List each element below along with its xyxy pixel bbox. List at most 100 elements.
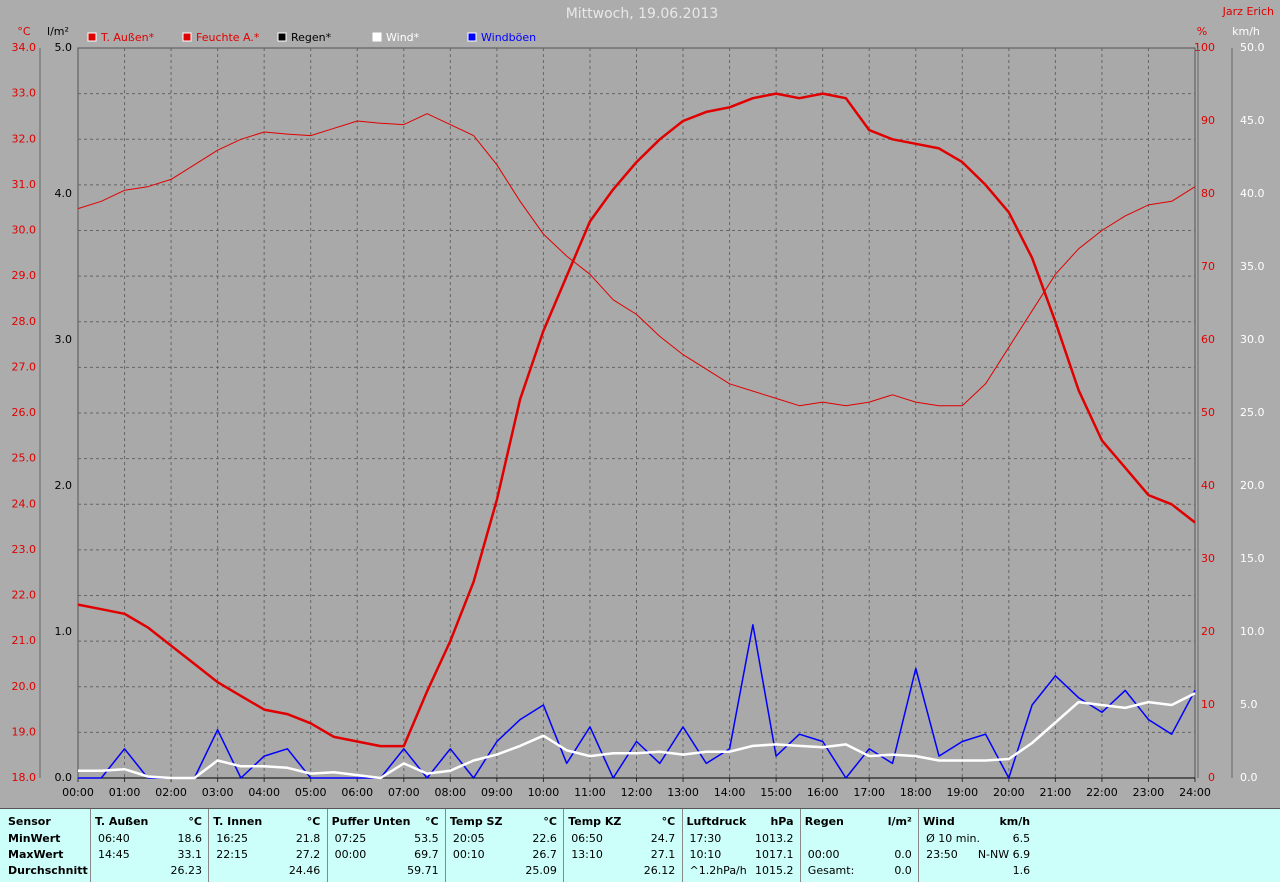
- cell-value: 26.23: [170, 864, 203, 877]
- cell-value: 26.7: [532, 848, 557, 861]
- y2-tick-label: 50: [1201, 406, 1215, 419]
- cell-value: 27.1: [650, 848, 676, 861]
- cell-value: 21.8: [295, 832, 321, 845]
- cell-time: 06:50: [571, 832, 603, 845]
- cell-time: 16:25: [216, 832, 248, 845]
- x-tick-label: 03:00: [202, 786, 234, 799]
- cell-value: 22.6: [532, 832, 557, 845]
- chart-title: Mittwoch, 19.06.2013: [566, 6, 719, 22]
- column-separator: [444, 809, 446, 882]
- y-tick-label: 26.0: [12, 406, 37, 419]
- y-tick-label: 18.0: [12, 771, 37, 784]
- row-label: MinWert: [8, 832, 61, 845]
- stats-table: Sensor MinWert MaxWert Durchschnitt T. Außen…: [0, 808, 1280, 882]
- x-tick-label: 11:00: [574, 786, 606, 799]
- legend-swatch: [87, 32, 97, 42]
- cell-time: 00:00: [807, 848, 840, 861]
- y2-tick-label: 0: [1208, 771, 1215, 784]
- y4-tick-label: 40.0: [1240, 187, 1265, 200]
- x-tick-label: 23:00: [1133, 786, 1165, 799]
- cell-value: 53.5: [414, 832, 439, 845]
- cell-time: 23:50: [926, 848, 958, 861]
- y4-tick-label: 5.0: [1240, 698, 1258, 711]
- y2-tick-label: 40: [1201, 479, 1215, 492]
- y-tick-label: 31.0: [12, 178, 37, 191]
- y-tick-label: 34.0: [12, 41, 37, 54]
- y2-tick-label: 20: [1201, 625, 1215, 638]
- cell-value: 1.6: [1012, 864, 1031, 877]
- column-unit: °C: [425, 815, 439, 828]
- column-name: Temp SZ: [449, 815, 503, 828]
- x-tick-label: 19:00: [946, 786, 978, 799]
- cell-value: 1013.2: [755, 832, 794, 845]
- cell-time: 17:30: [689, 832, 722, 845]
- legend-label: Wind*: [386, 31, 420, 44]
- column-separator: [326, 809, 328, 882]
- cell-time: ^1.2hPa/h: [689, 864, 747, 877]
- y3-tick-label: 3.0: [55, 333, 73, 346]
- column-separator: [563, 809, 565, 882]
- y4-tick-label: 10.0: [1240, 625, 1265, 638]
- column-unit: °C: [188, 815, 202, 828]
- column-name: T. Innen: [213, 815, 263, 828]
- y-tick-label: 23.0: [12, 543, 37, 556]
- y-tick-label: 28.0: [12, 315, 37, 328]
- cell-value: 25.09: [525, 864, 557, 877]
- column-unit: °C: [661, 815, 676, 828]
- y2-tick-label: 70: [1201, 260, 1215, 273]
- x-tick-label: 22:00: [1086, 786, 1118, 799]
- y-tick-label: 32.0: [12, 132, 37, 145]
- cell-value: 59.71: [407, 864, 439, 877]
- x-tick-label: 00:00: [62, 786, 94, 799]
- cell-value: 33.1: [177, 848, 203, 861]
- y-tick-label: 22.0: [12, 589, 37, 602]
- x-tick-label: 18:00: [900, 786, 932, 799]
- cell-time: 13:10: [571, 848, 603, 861]
- column-name: Wind: [923, 815, 955, 828]
- x-tick-label: 13:00: [667, 786, 699, 799]
- y3-tick-label: 2.0: [55, 479, 73, 492]
- y4-tick-label: 45.0: [1240, 114, 1265, 127]
- x-tick-label: 12:00: [621, 786, 653, 799]
- x-tick-label: 15:00: [760, 786, 792, 799]
- y3-tick-label: 1.0: [55, 625, 73, 638]
- cell-value: N-NW 6.9: [977, 848, 1031, 861]
- x-tick-label: 07:00: [388, 786, 420, 799]
- x-tick-label: 24:00: [1179, 786, 1211, 799]
- series-line: [77, 92, 1196, 748]
- column-name: T. Außen: [95, 815, 149, 828]
- cell-time: 10:10: [689, 848, 722, 861]
- series-line: [78, 692, 1196, 780]
- cell-time: 06:40: [98, 832, 130, 845]
- sensor-header: Sensor: [8, 815, 51, 828]
- cell-value: 0.0: [894, 848, 912, 861]
- y-unit: °C: [17, 25, 31, 38]
- column-separator: [208, 809, 210, 882]
- author: Jarz Erich: [1222, 5, 1274, 18]
- y2-tick-label: 10: [1201, 698, 1215, 711]
- column-separator: [681, 809, 683, 882]
- series-line: [77, 113, 1196, 407]
- y3-tick-label: 0.0: [55, 771, 73, 784]
- series-line: [78, 623, 1196, 779]
- y-tick-label: 30.0: [12, 224, 37, 237]
- cell-value: 26.12: [643, 864, 676, 877]
- y-tick-label: 24.0: [12, 497, 37, 510]
- y2-tick-label: 60: [1201, 333, 1215, 346]
- legend-label: Regen*: [291, 31, 332, 44]
- y-tick-label: 20.0: [12, 680, 37, 693]
- legend-label: T. Außen*: [100, 31, 155, 44]
- x-tick-label: 05:00: [295, 786, 327, 799]
- cell-value: 1017.1: [755, 848, 794, 861]
- y-tick-label: 29.0: [12, 269, 37, 282]
- y4-tick-label: 25.0: [1240, 406, 1265, 419]
- y4-tick-label: 15.0: [1240, 552, 1265, 565]
- cell-value: 1015.2: [755, 864, 794, 877]
- legend-swatch: [277, 32, 287, 42]
- x-tick-label: 21:00: [1040, 786, 1072, 799]
- legend-swatch: [372, 32, 382, 42]
- column-name: Luftdruck: [686, 815, 747, 828]
- cell-time: 14:45: [98, 848, 130, 861]
- column-separator: [90, 809, 91, 882]
- y-tick-label: 19.0: [12, 725, 37, 738]
